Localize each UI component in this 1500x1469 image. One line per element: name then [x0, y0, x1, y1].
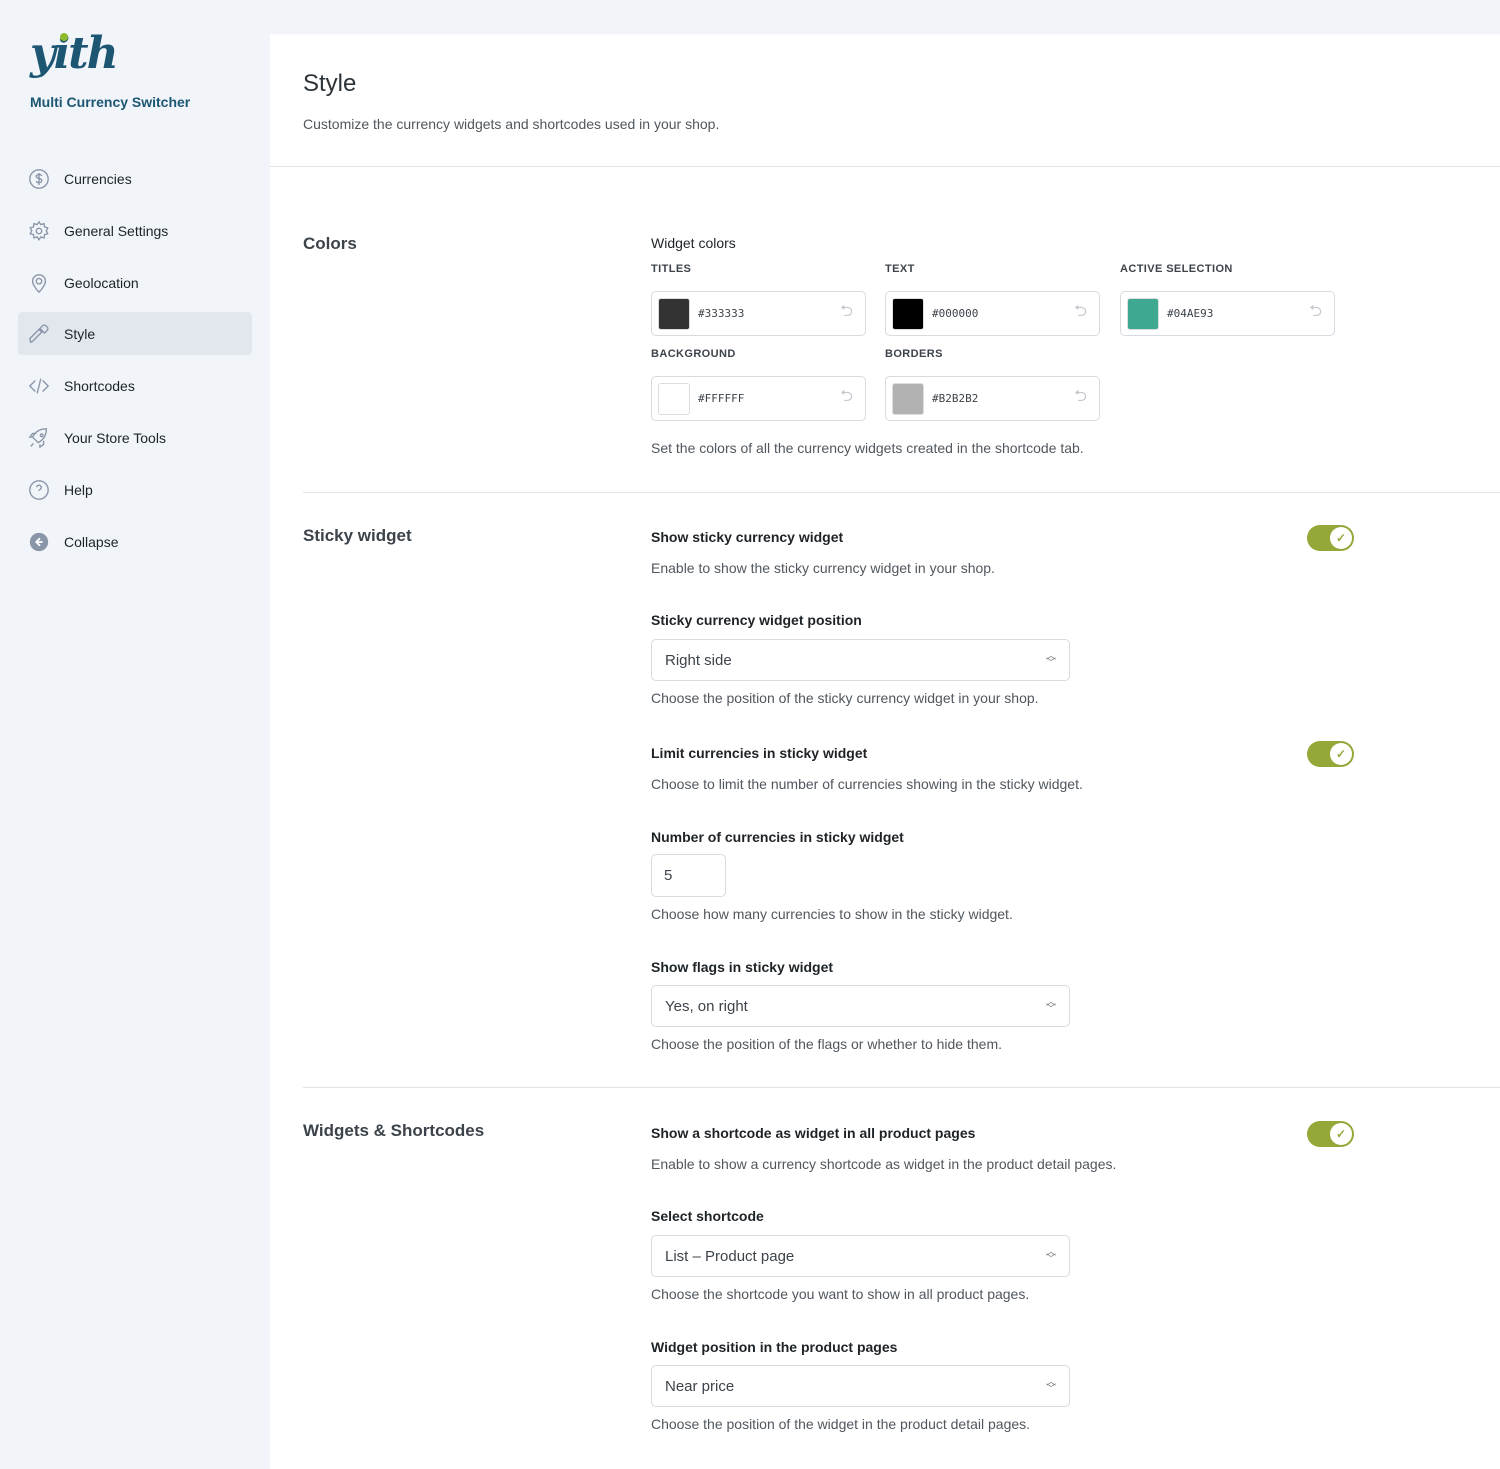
sidebar-item-help[interactable]: Help — [18, 468, 252, 511]
reset-icon[interactable]: ⮌ — [1074, 386, 1087, 405]
select-value: Near price — [665, 1377, 735, 1395]
number-currencies-description: Choose how many currencies to show in th… — [651, 906, 1013, 922]
color-caption: BACKGROUND — [651, 348, 736, 360]
select-shortcode-select[interactable]: List – Product page ︿ ﹀ — [651, 1235, 1070, 1277]
widget-position-select[interactable]: Near price ︿ ﹀ — [651, 1365, 1070, 1407]
color-picker[interactable]: #04AE93 ⮌ — [1120, 291, 1335, 336]
limit-currencies-label: Limit currencies in sticky widget — [651, 745, 868, 761]
color-value[interactable]: #FFFFFF — [698, 392, 745, 405]
sticky-position-description: Choose the position of the sticky curren… — [651, 690, 1039, 706]
sidebar-item-label: Style — [64, 325, 96, 342]
show-shortcode-label: Show a shortcode as widget in all produc… — [651, 1125, 976, 1141]
color-value[interactable]: #04AE93 — [1167, 307, 1214, 320]
rocket-icon — [28, 427, 48, 449]
limit-currencies-toggle[interactable]: ✓ — [1307, 741, 1354, 767]
page-title: Style — [303, 70, 357, 97]
color-swatch[interactable] — [658, 382, 690, 415]
reset-icon[interactable]: ⮌ — [1309, 301, 1322, 320]
select-value: Right side — [665, 651, 732, 669]
section-title-sticky-widget: Sticky widget — [303, 526, 412, 545]
color-caption: TEXT — [885, 263, 915, 275]
number-currencies-input[interactable] — [651, 854, 726, 897]
select-shortcode-label: Select shortcode — [651, 1208, 764, 1224]
show-flags-description: Choose the position of the flags or whet… — [651, 1036, 1002, 1052]
sidebar-item-label: General Settings — [64, 222, 169, 239]
sidebar-item-style[interactable]: Style — [18, 312, 252, 355]
select-shortcode-description: Choose the shortcode you want to show in… — [651, 1286, 1030, 1302]
color-picker[interactable]: #333333 ⮌ — [651, 291, 866, 336]
color-caption: TITLES — [651, 263, 692, 275]
show-shortcode-toggle[interactable]: ✓ — [1307, 1121, 1354, 1147]
chevron-updown-icon: ︿ ﹀ — [1046, 1377, 1056, 1395]
color-picker[interactable]: #B2B2B2 ⮌ — [885, 376, 1100, 421]
chevron-updown-icon: ︿ ﹀ — [1046, 651, 1056, 669]
reset-icon[interactable]: ⮌ — [840, 386, 853, 405]
sticky-position-label: Sticky currency widget position — [651, 612, 862, 628]
sidebar-item-collapse[interactable]: Collapse — [18, 520, 252, 563]
divider — [270, 166, 1500, 167]
chevron-updown-icon: ︿ ﹀ — [1046, 997, 1056, 1015]
show-sticky-description: Enable to show the sticky currency widge… — [651, 560, 995, 576]
arrow-left-circle-icon — [29, 532, 49, 551]
logo-dot — [60, 33, 68, 41]
check-icon: ✓ — [1330, 743, 1352, 765]
help-circle-icon — [29, 479, 49, 500]
sidebar-item-label: Collapse — [64, 533, 119, 550]
color-caption: BORDERS — [885, 348, 943, 360]
show-shortcode-description: Enable to show a currency shortcode as w… — [651, 1156, 1117, 1172]
divider — [303, 492, 1500, 493]
page-subtitle: Customize the currency widgets and short… — [303, 116, 720, 132]
dollar-circle-icon — [29, 168, 49, 189]
sidebar-item-currencies[interactable]: Currencies — [18, 157, 252, 200]
color-picker[interactable]: #000000 ⮌ — [885, 291, 1100, 336]
reset-icon[interactable]: ⮌ — [1074, 301, 1087, 320]
color-swatch[interactable] — [892, 297, 924, 330]
map-pin-icon — [31, 273, 47, 293]
show-flags-select[interactable]: Yes, on right ︿ ﹀ — [651, 985, 1070, 1027]
show-flags-label: Show flags in sticky widget — [651, 959, 834, 975]
select-value: List – Product page — [665, 1247, 795, 1265]
section-title-widgets-shortcodes: Widgets & Shortcodes — [303, 1121, 485, 1140]
main-panel: Style Customize the currency widgets and… — [270, 34, 1500, 1469]
sidebar-item-geolocation[interactable]: Geolocation — [18, 261, 252, 304]
sidebar-item-label: Shortcodes — [64, 377, 135, 394]
sidebar-item-label: Currencies — [64, 170, 132, 187]
widget-position-label: Widget position in the product pages — [651, 1339, 898, 1355]
show-sticky-toggle[interactable]: ✓ — [1307, 525, 1354, 551]
color-value[interactable]: #B2B2B2 — [932, 392, 979, 405]
chevron-updown-icon: ︿ ﹀ — [1046, 1247, 1056, 1265]
sidebar-item-label: Geolocation — [64, 274, 139, 291]
plugin-name: Multi Currency Switcher — [30, 94, 191, 110]
eyedropper-icon — [29, 323, 49, 343]
limit-currencies-description: Choose to limit the number of currencies… — [651, 776, 1083, 792]
widget-colors-label: Widget colors — [651, 235, 736, 251]
sticky-position-select[interactable]: Right side ︿ ﹀ — [651, 639, 1070, 681]
colors-description: Set the colors of all the currency widge… — [651, 440, 1084, 456]
widget-position-description: Choose the position of the widget in the… — [651, 1416, 1031, 1432]
gear-icon — [29, 220, 49, 241]
sidebar: yith Multi Currency Switcher Currencies … — [0, 0, 268, 1469]
check-icon: ✓ — [1330, 1123, 1352, 1145]
sidebar-item-label: Help — [64, 481, 93, 498]
show-sticky-label: Show sticky currency widget — [651, 529, 844, 545]
yith-logo: yith — [30, 28, 119, 79]
code-icon — [28, 377, 50, 394]
check-icon: ✓ — [1330, 527, 1352, 549]
section-title-colors: Colors — [303, 234, 357, 253]
color-swatch[interactable] — [658, 297, 690, 330]
select-value: Yes, on right — [665, 997, 748, 1015]
color-picker[interactable]: #FFFFFF ⮌ — [651, 376, 866, 421]
color-caption: ACTIVE SELECTION — [1120, 263, 1233, 275]
color-value[interactable]: #333333 — [698, 307, 745, 320]
divider — [303, 1087, 1500, 1088]
color-swatch[interactable] — [892, 382, 924, 415]
color-swatch[interactable] — [1127, 297, 1159, 330]
number-currencies-label: Number of currencies in sticky widget — [651, 829, 904, 845]
sidebar-item-shortcodes[interactable]: Shortcodes — [18, 364, 252, 407]
sidebar-item-general-settings[interactable]: General Settings — [18, 209, 252, 252]
sidebar-item-your-store-tools[interactable]: Your Store Tools — [18, 416, 252, 459]
sidebar-item-label: Your Store Tools — [64, 429, 166, 446]
reset-icon[interactable]: ⮌ — [840, 301, 853, 320]
color-value[interactable]: #000000 — [932, 307, 979, 320]
